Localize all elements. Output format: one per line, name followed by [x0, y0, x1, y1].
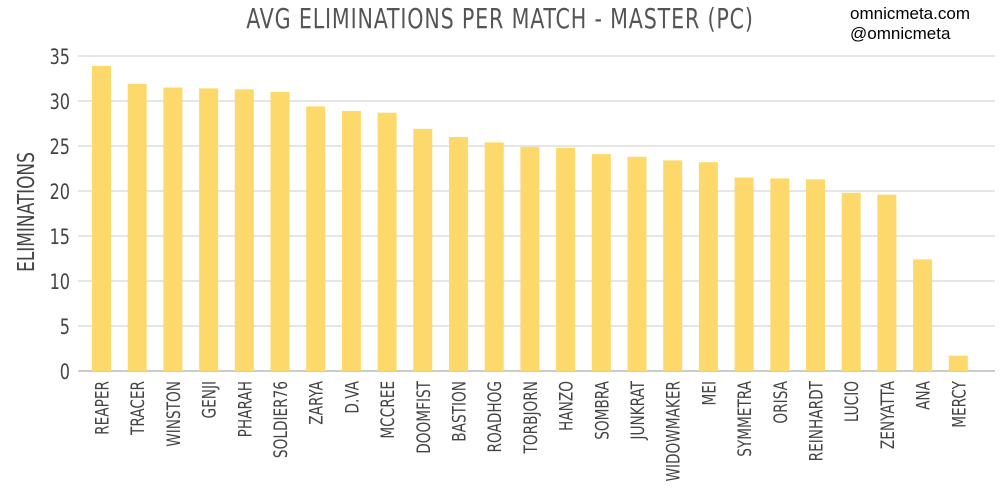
x-tick-label: GENJI [199, 381, 221, 418]
x-tick-label: ROADHOG [485, 381, 507, 452]
x-tick-label: PHARAH [235, 381, 257, 437]
x-tick-label: DOOMFIST [413, 381, 435, 454]
bar-tracer [127, 83, 147, 372]
x-tick-label: MEI [699, 381, 721, 405]
bars [92, 65, 968, 372]
y-tick-label: 20 [50, 180, 70, 205]
y-axis-label: ELIMINATIONS [12, 152, 39, 272]
x-tick-label: MCCREE [378, 381, 400, 439]
y-tick-label: 35 [50, 45, 70, 70]
x-tick-label: WIDOWMAKER [663, 381, 685, 482]
bar-ana [913, 259, 933, 371]
x-tick-label: LUCIO [842, 381, 864, 422]
y-tick-labels: 0 5 10 15 20 25 30 35 [50, 45, 70, 385]
bar-hanzo [556, 147, 576, 371]
x-tick-label: REINHARDT [806, 381, 828, 462]
x-tick-label: WINSTON [163, 381, 185, 447]
bar-zarya [306, 106, 326, 372]
x-tick-label: SOMBRA [592, 381, 614, 440]
x-tick-label: HANZO [556, 381, 578, 431]
bar-pharah [234, 89, 254, 372]
bar-reinhardt [806, 179, 825, 371]
x-tick-label: MERCY [949, 381, 971, 428]
bar-roadhog [484, 142, 504, 371]
bar-symmetra [734, 177, 754, 371]
bar-torbjorn [520, 146, 540, 371]
bar-zenyatta [877, 194, 897, 371]
bar-doomfist [413, 128, 433, 371]
bar-bastion [449, 137, 468, 371]
x-tick-label: SYMMETRA [735, 381, 757, 457]
y-tick-label: 5 [60, 315, 70, 340]
bar-mercy [948, 355, 968, 371]
bar-soldier76 [270, 92, 290, 371]
bar-sombra [591, 154, 611, 371]
y-tick-label: 25 [50, 135, 70, 160]
chart-title: AVG ELIMINATIONS PER MATCH - MASTER (PC) [246, 2, 754, 35]
x-tick-label: ORISA [770, 381, 792, 424]
bar-reaper [92, 65, 111, 372]
x-tick-label: TORBJORN [520, 381, 542, 454]
x-tick-label: REAPER [92, 381, 114, 435]
y-tick-label: 10 [50, 270, 70, 295]
bar-winston [163, 87, 183, 371]
x-tick-label: D.VA [342, 381, 364, 414]
bar-junkrat [627, 156, 647, 371]
bar-widowmaker [663, 160, 683, 371]
watermark-site: omnicmeta.com [850, 4, 970, 23]
x-tick-label: ZENYATTA [877, 381, 899, 449]
x-tick-label: JUNKRAT [627, 381, 649, 441]
bar-mei [698, 162, 718, 371]
bar-orisa [770, 178, 790, 371]
x-tick-label: TRACER [128, 381, 150, 436]
bar-genji [199, 88, 219, 372]
bar-lucio [841, 192, 861, 371]
y-tick-label: 0 [60, 360, 70, 385]
x-tick-label: ANA [913, 381, 935, 410]
x-tick-label: ZARYA [306, 381, 328, 425]
watermark-handle: @omnicmeta [850, 24, 951, 43]
x-tick-labels: REAPER TRACER WINSTON GENJI PHARAH SOLDIER76 Z… [92, 381, 971, 482]
y-tick-label: 30 [50, 90, 70, 115]
bar-d-va [341, 110, 361, 372]
watermark: omnicmeta.com @omnicmeta [850, 4, 970, 44]
bar-mccree [377, 112, 397, 371]
y-tick-label: 15 [50, 225, 70, 250]
x-tick-label: BASTION [449, 381, 471, 442]
x-tick-label: SOLDIER76 [270, 381, 292, 458]
